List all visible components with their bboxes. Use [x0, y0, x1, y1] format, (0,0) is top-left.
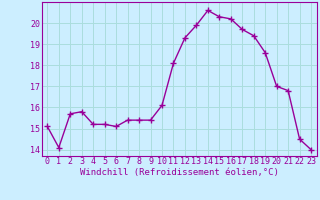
X-axis label: Windchill (Refroidissement éolien,°C): Windchill (Refroidissement éolien,°C) [80, 168, 279, 177]
